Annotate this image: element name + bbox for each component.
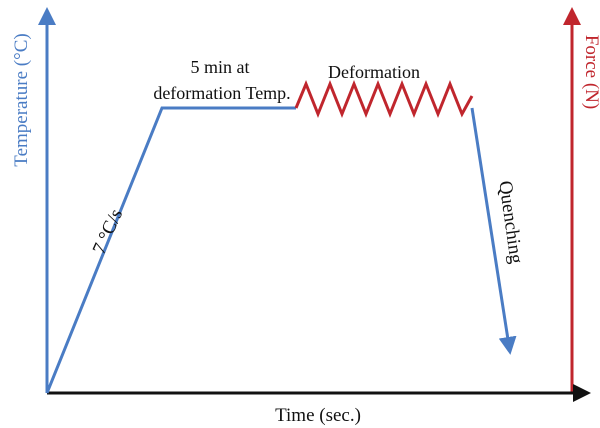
quenching-label: Quenching (494, 179, 526, 265)
temperature-axis-label: Temperature (°C) (11, 33, 32, 166)
hold-label-line1: 5 min at (191, 57, 250, 77)
deformation-label: Deformation (328, 62, 420, 82)
heating-rate-label: 7 °C/s (89, 206, 127, 258)
heating-and-hold-line (45, 106, 296, 394)
quenching-line (470, 107, 517, 355)
deformation-zigzag (294, 79, 474, 119)
force-axis-label: Force (N) (581, 35, 600, 109)
time-axis-label: Time (sec.) (275, 405, 361, 426)
hold-label-line2: deformation Temp. (153, 83, 290, 103)
